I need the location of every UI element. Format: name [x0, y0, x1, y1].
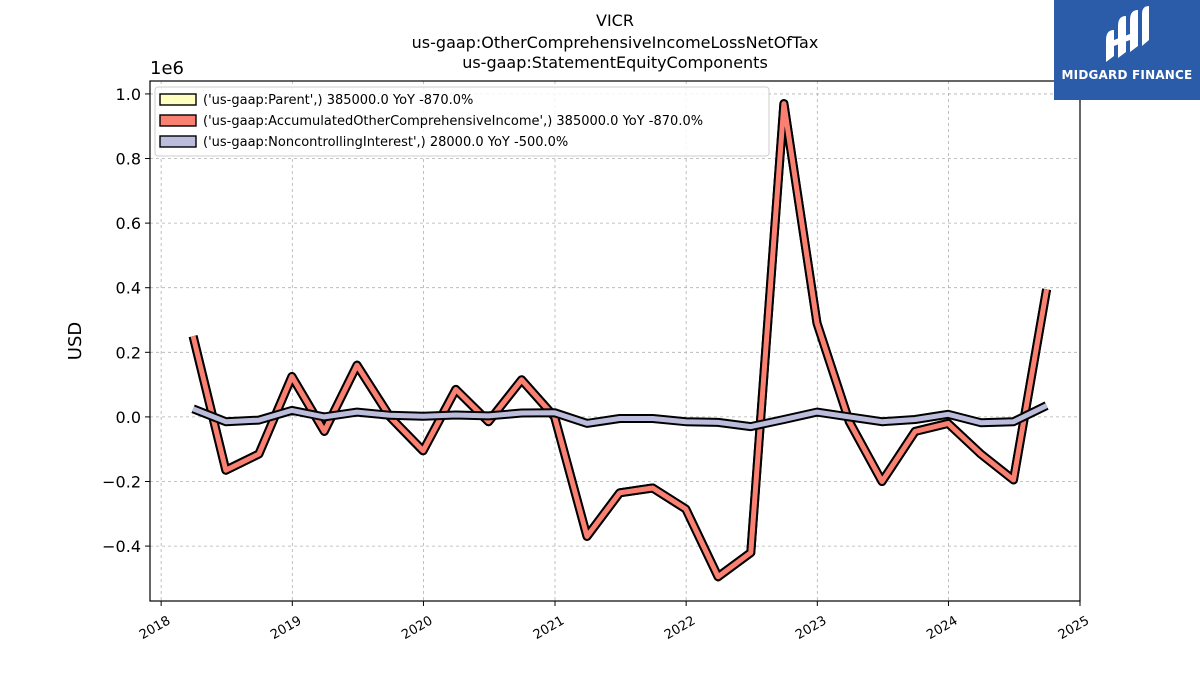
- y-tick-label: 1.0: [116, 85, 141, 104]
- legend-swatch: [159, 114, 197, 127]
- series-line: [192, 403, 1048, 430]
- logo-mark-icon: [1106, 6, 1149, 62]
- legend-entry-noncontrolling-interest: ('us-gaap:NoncontrollingInterest',) 2800…: [159, 135, 568, 150]
- legend-entry-accumulated-oci: ('us-gaap:AccumulatedOtherComprehensiveI…: [159, 114, 703, 129]
- legend-label: ('us-gaap:NoncontrollingInterest',) 2800…: [203, 135, 568, 150]
- legend-label: ('us-gaap:Parent',) 385000.0 YoY -870.0%: [203, 93, 473, 108]
- chart-title-line-1: VICR: [596, 11, 634, 30]
- y-tick-label: 0.4: [116, 279, 141, 298]
- legend-label: ('us-gaap:AccumulatedOtherComprehensiveI…: [203, 114, 703, 129]
- midgard-finance-logo: MIDGARD FINANCE: [1054, 0, 1200, 100]
- series-1: [188, 99, 1052, 582]
- chart-title-line-3: us-gaap:StatementEquityComponents: [462, 53, 768, 72]
- y-tick-label: −0.4: [102, 537, 141, 556]
- legend-swatch: [159, 135, 197, 148]
- y-tick-label: 0.8: [116, 150, 141, 169]
- y-tick-label: 0.6: [116, 214, 141, 233]
- y-axis: −0.4 −0.2 0.0 0.2 0.4 0.6 0.8 1.0: [102, 85, 150, 556]
- y-tick-label: 0.0: [116, 408, 141, 427]
- legend-entry-parent: ('us-gaap:Parent',) 385000.0 YoY -870.0%: [159, 93, 473, 108]
- y-tick-label: 0.2: [116, 343, 141, 362]
- plot-frame: [149, 80, 1081, 602]
- series-2: [191, 401, 1049, 432]
- series-lines: [188, 99, 1052, 582]
- series-line: [190, 101, 1050, 580]
- logo-text: MIDGARD FINANCE: [1061, 68, 1193, 82]
- legend: ('us-gaap:Parent',) 385000.0 YoY -870.0%…: [154, 86, 770, 157]
- chart-title-line-2: us-gaap:OtherComprehensiveIncomeLossNetO…: [412, 33, 819, 52]
- legend-swatch: [159, 93, 197, 106]
- y-tick-label: −0.2: [102, 472, 141, 491]
- y-axis-multiplier: 1e6: [150, 58, 184, 79]
- y-axis-label: USD: [65, 322, 86, 360]
- legend-box: [154, 86, 770, 157]
